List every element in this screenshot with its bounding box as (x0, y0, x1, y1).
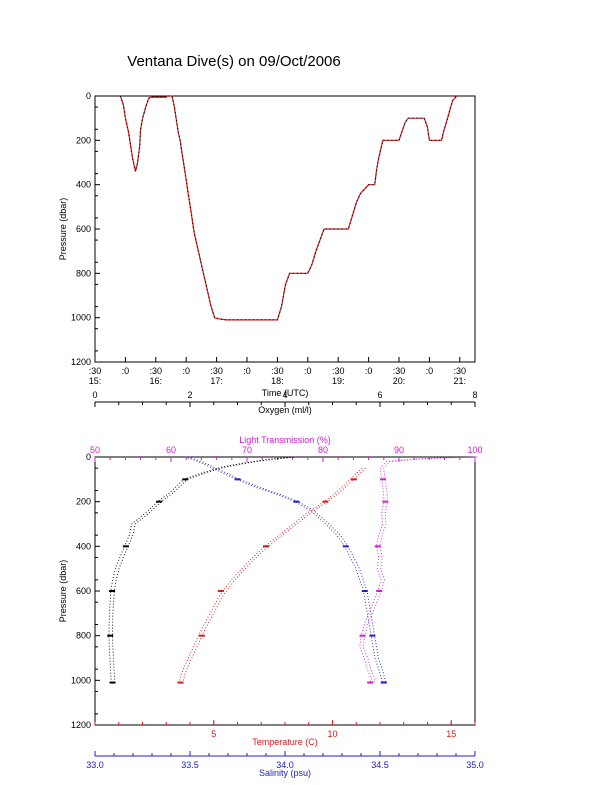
y-tick-label: 600 (76, 586, 91, 596)
y-tick-label: 1200 (71, 720, 91, 730)
x-tick-label: :30 (271, 366, 284, 376)
y-tick-label: 600 (76, 224, 91, 234)
y-tick-label: 400 (76, 541, 91, 551)
light-tick-label: 90 (394, 445, 404, 455)
bottom-pressure-axis-label: Pressure (dbar) (58, 560, 68, 623)
x-hour-label: 17: (210, 376, 223, 386)
temperature-profile-line (178, 467, 363, 683)
salinity-profile-line (188, 456, 387, 683)
light-profile-line (359, 456, 474, 683)
x-tick-label: :30 (210, 366, 223, 376)
temperature-axis-label: Temperature (C) (252, 737, 318, 747)
x-tick-label: :0 (243, 366, 251, 376)
x-tick-label: :0 (426, 366, 434, 376)
oxygen-axis-label: Oxygen (ml/l) (258, 405, 312, 415)
x-hour-label: 21: (454, 376, 467, 386)
temperature-tick-label: 5 (211, 729, 216, 739)
salinity-tick-label: 34.0 (276, 760, 294, 770)
oxygen-profile-line (108, 456, 294, 683)
light-tick-label: 80 (318, 445, 328, 455)
oxygen-profile-line (111, 456, 297, 683)
y-tick-label: 400 (76, 180, 91, 190)
salinity-axis-label: Salinity (psu) (259, 768, 311, 778)
oxygen-tick-label: 2 (187, 390, 192, 400)
oxygen-tick-label: 6 (377, 390, 382, 400)
temperature-profile (177, 467, 366, 684)
x-tick-label: :0 (122, 366, 130, 376)
salinity-tick-label: 33.5 (181, 760, 199, 770)
pressure-time-plot-frame (94, 95, 476, 363)
x-tick-label: :30 (89, 366, 102, 376)
profile-plot-frame (94, 456, 476, 726)
pressure-time-y-axis: 0 200 400 600 800 1000 1200 (71, 91, 100, 367)
figure-title: Ventana Dive(s) on 09/Oct/2006 (127, 53, 340, 70)
oxygen-tick-label: 4 (282, 390, 287, 400)
x-tick-label: :30 (332, 366, 345, 376)
x-hour-label: 20: (393, 376, 406, 386)
y-tick-label: 1000 (71, 675, 91, 685)
x-tick-label: :30 (150, 366, 163, 376)
temperature-tick-label: 10 (327, 729, 337, 739)
oxygen-tick-label: 0 (92, 390, 97, 400)
light-tick-label: 60 (166, 445, 176, 455)
oxygen-tick-label: 8 (472, 390, 477, 400)
x-tick-label: :0 (182, 366, 190, 376)
top-pressure-axis-label: Pressure (dbar) (58, 198, 68, 261)
time-axis-label: Time (UTC) (262, 388, 309, 398)
x-hour-label: 16: (150, 376, 163, 386)
y-tick-label: 0 (86, 452, 91, 462)
pressure-time-panel: 0 200 400 600 800 1000 1200 :30 :0 :30 :0 :30 :0 :30… (58, 91, 476, 398)
x-hour-label: 15: (89, 376, 102, 386)
y-tick-label: 1000 (71, 313, 91, 323)
profile-series (107, 456, 478, 684)
oxygen-profile (107, 456, 297, 684)
y-tick-label: 200 (76, 135, 91, 145)
x-tick-label: :0 (304, 366, 312, 376)
temperature-tick-label: 15 (446, 729, 456, 739)
salinity-profile-line (184, 456, 383, 683)
x-tick-label: :30 (393, 366, 406, 376)
profile-y-axis: 0 200 400 600 800 1000 1200 (71, 452, 100, 730)
light-transmission-axis-label: Light Transmission (%) (239, 435, 331, 445)
x-hour-label: 19: (332, 376, 345, 386)
pressure-track-overlay (119, 95, 458, 321)
salinity-tick-label: 35.0 (466, 760, 484, 770)
light-profile-line (362, 456, 478, 683)
pressure-track (119, 95, 458, 321)
salinity-profile (184, 456, 387, 684)
salinity-tick-label: 33.0 (86, 760, 104, 770)
light-profile (359, 456, 478, 684)
y-tick-label: 800 (76, 631, 91, 641)
y-tick-label: 1200 (71, 357, 91, 367)
x-tick-label: :30 (454, 366, 467, 376)
light-tick-label: 70 (242, 445, 252, 455)
x-tick-label: :0 (365, 366, 373, 376)
profile-x-axes: 0 2 4 6 8 50 60 70 80 90 100 5 10 15 33.0 33.5 34.0 34.5 3… (86, 390, 484, 770)
y-tick-label: 200 (76, 497, 91, 507)
y-tick-label: 0 (86, 91, 91, 101)
pressure-time-series (119, 95, 458, 321)
temperature-profile-line (182, 467, 366, 683)
light-tick-label: 100 (467, 445, 482, 455)
light-tick-label: 50 (90, 445, 100, 455)
salinity-tick-label: 34.5 (371, 760, 389, 770)
y-tick-label: 800 (76, 268, 91, 278)
x-hour-label: 18: (271, 376, 284, 386)
